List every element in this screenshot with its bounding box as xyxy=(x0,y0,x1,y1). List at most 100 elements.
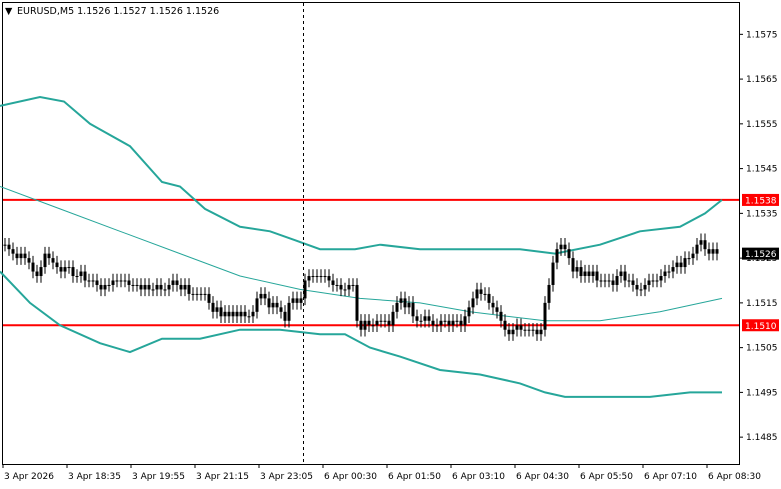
candle xyxy=(679,255,683,274)
candle xyxy=(551,255,555,292)
candle xyxy=(419,314,423,328)
candle xyxy=(323,269,327,283)
candle xyxy=(51,251,55,270)
candle xyxy=(623,264,627,288)
candle xyxy=(711,242,715,261)
candle xyxy=(663,264,667,283)
candle xyxy=(595,264,599,288)
candle xyxy=(207,287,211,310)
candle xyxy=(683,251,687,274)
y-tick-label: 1.1495 xyxy=(746,388,778,398)
bollinger-middle-line xyxy=(0,186,723,322)
candle xyxy=(303,273,307,306)
candle xyxy=(331,273,335,292)
candle xyxy=(15,246,19,265)
candle xyxy=(315,269,319,283)
candle xyxy=(615,269,619,292)
level-lines xyxy=(3,198,739,327)
candle xyxy=(619,264,623,283)
candle xyxy=(271,296,275,315)
candle xyxy=(247,309,251,324)
chart-header-arrow[interactable]: ▼ xyxy=(5,6,13,17)
level-price-tag-0: 1.1538 xyxy=(742,193,779,206)
candle xyxy=(219,300,223,324)
candle xyxy=(327,269,331,288)
candle xyxy=(383,314,387,328)
candle xyxy=(403,291,407,315)
candle xyxy=(587,264,591,283)
price-tags: 1.1538 1.1510 1.1526 xyxy=(742,193,779,332)
candles[interactable] xyxy=(3,233,719,341)
candle xyxy=(699,233,703,252)
x-tick-label: 3 Apr 21:15 xyxy=(196,472,249,482)
candle xyxy=(343,282,347,297)
x-tick-label: 6 Apr 03:10 xyxy=(452,472,505,482)
candle xyxy=(647,273,651,292)
candle xyxy=(287,296,291,328)
candle xyxy=(447,314,451,332)
candle xyxy=(559,237,563,256)
candle xyxy=(483,287,487,301)
candle xyxy=(703,233,707,256)
candle xyxy=(335,278,339,292)
candle xyxy=(223,305,227,324)
candle xyxy=(191,287,195,301)
candle xyxy=(671,260,675,279)
candle xyxy=(515,318,519,337)
candle xyxy=(567,242,571,265)
candle xyxy=(435,318,439,332)
candle xyxy=(635,278,639,297)
chart-header: EURUSD,M5 1.1526 1.1527 1.1526 1.1526 xyxy=(17,6,219,17)
candle xyxy=(539,323,543,341)
candle xyxy=(183,278,187,297)
candle xyxy=(159,278,163,297)
candle xyxy=(431,314,435,332)
y-tick-label: 1.1485 xyxy=(746,433,778,443)
candle xyxy=(367,314,371,332)
candle xyxy=(531,323,535,337)
x-tick-label: 6 Apr 07:10 xyxy=(644,472,697,482)
candle xyxy=(471,291,475,315)
candle xyxy=(307,269,311,288)
candle xyxy=(351,278,355,292)
candle xyxy=(127,273,131,292)
candle xyxy=(23,246,27,265)
candle xyxy=(395,296,399,319)
candle xyxy=(571,251,575,279)
candle xyxy=(295,291,299,310)
candle xyxy=(451,314,455,332)
candle xyxy=(83,264,87,288)
candle xyxy=(123,273,127,288)
y-tick-label: 1.1565 xyxy=(746,75,778,85)
time-axis[interactable]: 3 Apr 2026 3 Apr 18:35 3 Apr 19:55 3 Apr 21… xyxy=(2,464,761,482)
candle xyxy=(91,273,95,288)
candle xyxy=(47,246,51,265)
candle xyxy=(43,246,47,274)
x-tick-label: 6 Apr 05:50 xyxy=(580,472,633,482)
candle xyxy=(371,318,375,332)
candle xyxy=(155,278,159,297)
candle xyxy=(399,291,403,310)
candle xyxy=(199,287,203,301)
candle xyxy=(511,323,515,341)
candle xyxy=(491,296,495,315)
svg-text:1.1526: 1.1526 xyxy=(745,250,777,260)
x-tick-label: 6 Apr 00:30 xyxy=(324,472,377,482)
candle xyxy=(463,309,467,332)
candle xyxy=(527,323,531,337)
candle xyxy=(275,296,279,315)
x-tick-label: 3 Apr 23:05 xyxy=(260,472,313,482)
candle xyxy=(139,278,143,297)
candle xyxy=(443,314,447,328)
candle xyxy=(339,278,343,297)
level-price-tag-1: 1.1510 xyxy=(742,319,779,332)
candle xyxy=(655,273,659,288)
candle xyxy=(659,269,663,288)
candle xyxy=(375,314,379,332)
candle xyxy=(19,246,23,265)
candle xyxy=(479,282,483,301)
candle xyxy=(167,278,171,297)
candle xyxy=(715,242,719,261)
candle xyxy=(35,264,39,283)
